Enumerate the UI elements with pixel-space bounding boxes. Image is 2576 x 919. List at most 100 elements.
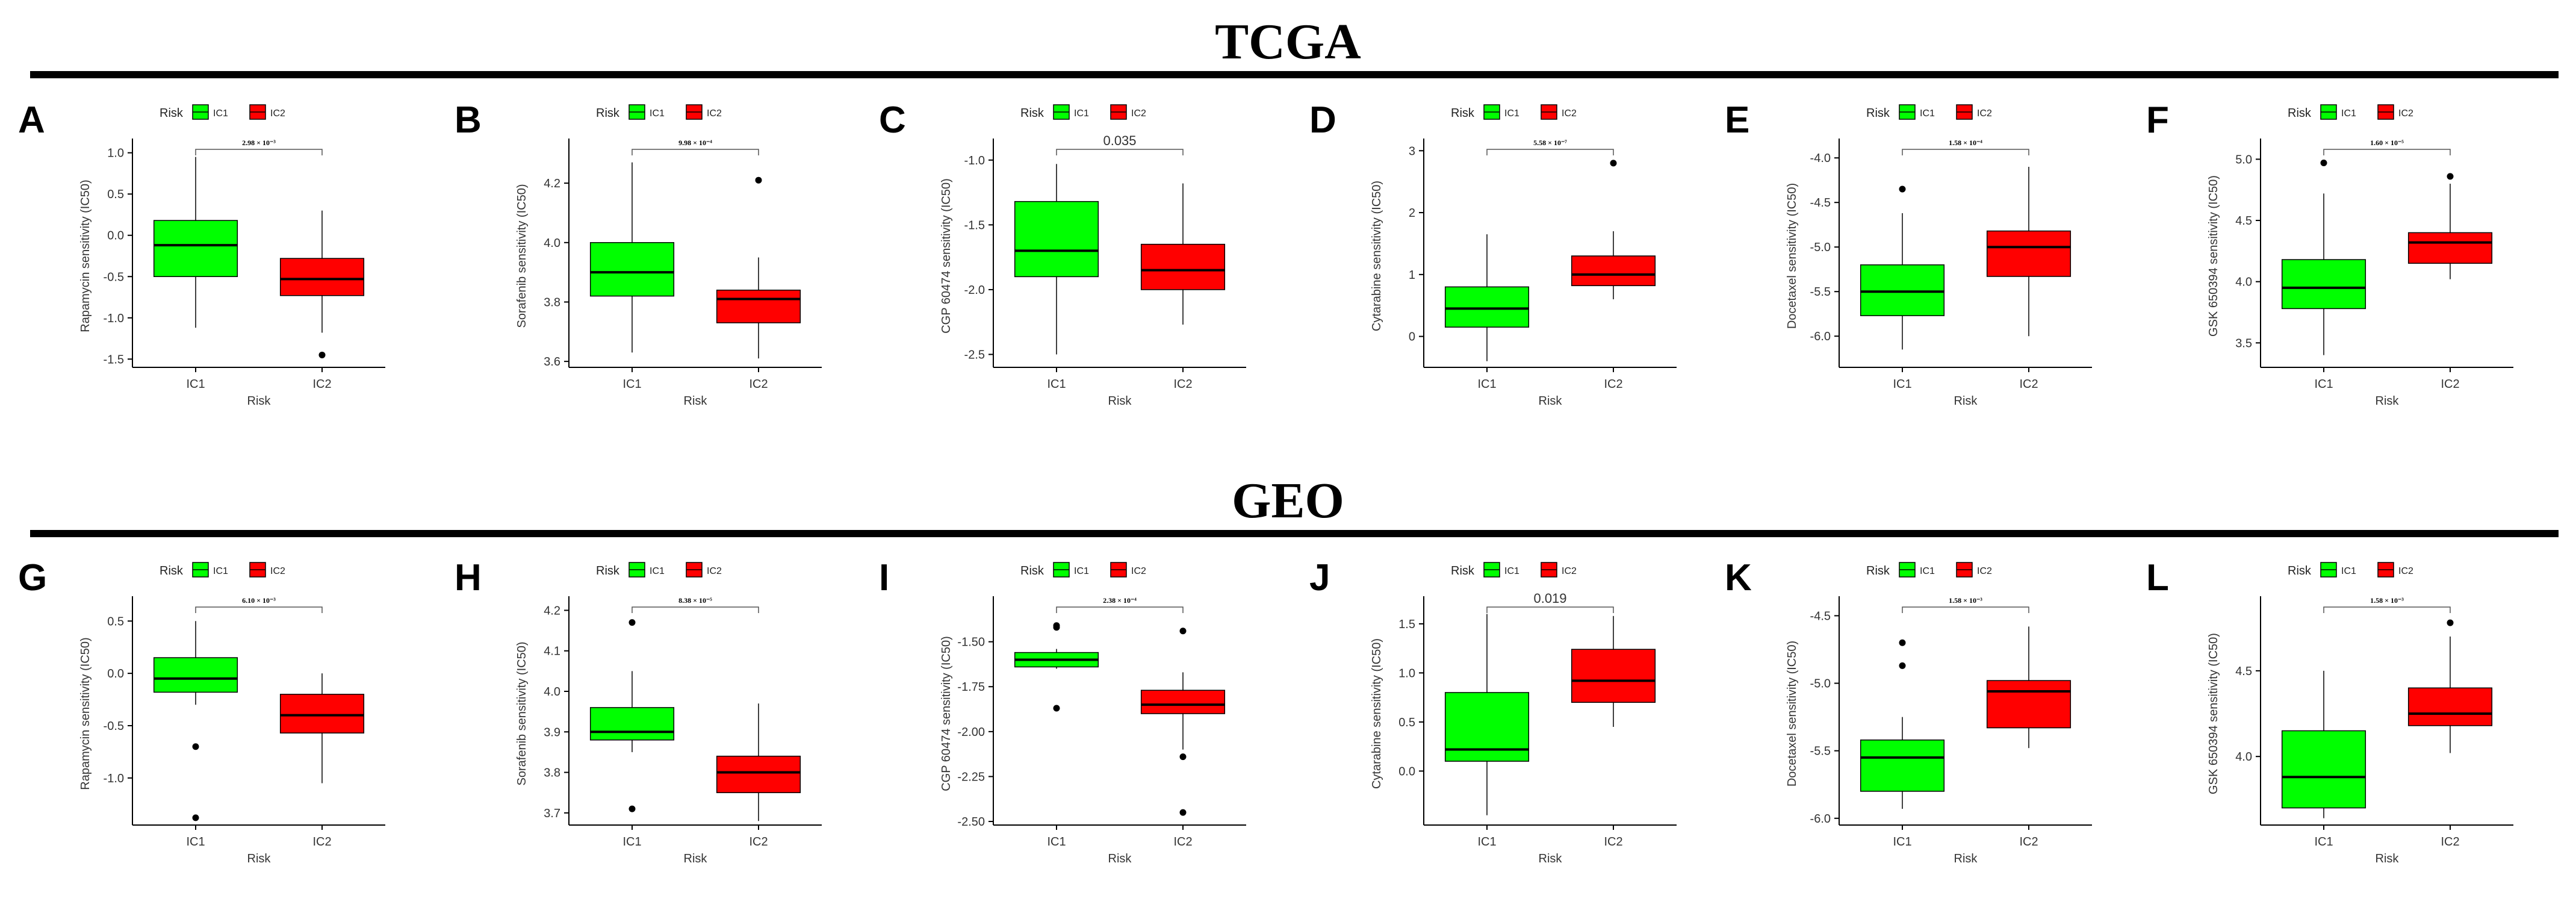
y-tick-label: 3.8 (544, 296, 560, 309)
p-value-label: 0.019 (1533, 591, 1566, 606)
significance-bracket: 1.60 × 10⁻⁵ (2323, 139, 2451, 155)
p-value-label: 8.38 × 10⁻⁵ (678, 596, 712, 605)
y-tick-label: 2 (1409, 207, 1415, 220)
y-tick-label: 4.5 (2235, 665, 2252, 678)
x-tick-label-ic2: IC2 (1173, 835, 1192, 849)
y-axis-title: CGP 60474 sensitivity (IC50) (940, 178, 953, 334)
chart-panel-i: I Risk IC1 IC2 -2.50 -2.25 -2.00 -1.75 -1.50 IC1 I… (879, 557, 1246, 865)
geo-divider (30, 530, 2559, 537)
box-ic2 (2407, 619, 2493, 753)
x-tick-label-ic2: IC2 (2019, 835, 2038, 849)
box-ic1 (589, 162, 675, 353)
bracket-line (632, 149, 759, 155)
significance-bracket: 1.58 × 10⁻³ (2323, 596, 2451, 613)
legend-label-ic2: IC2 (270, 566, 285, 576)
outlier-point (192, 814, 199, 821)
y-axis-title: CGP 60474 sensitivity (IC50) (940, 636, 953, 791)
x-tick-label-ic2: IC2 (2441, 378, 2459, 391)
x-tick-label-ic2: IC2 (2441, 835, 2459, 849)
y-tick-label: 4.0 (2235, 276, 2252, 289)
legend-label-ic2: IC2 (2398, 566, 2413, 576)
y-tick-label: -2.0 (964, 284, 985, 297)
y-tick-label: 0.5 (107, 188, 124, 201)
significance-bracket: 0.019 (1486, 591, 1614, 613)
legend-label-ic2: IC2 (1562, 566, 1577, 576)
box-ic2 (1140, 628, 1226, 816)
significance-bracket: 8.38 × 10⁻⁵ (632, 596, 759, 613)
x-axis-title: Risk (1539, 394, 1563, 408)
significance-bracket: 9.98 × 10⁻⁴ (632, 139, 759, 155)
legend-label-ic2: IC2 (1131, 566, 1146, 576)
legend: Risk IC1 IC2 (2288, 562, 2413, 578)
box-ic2 (279, 210, 365, 358)
box-body (279, 694, 365, 734)
x-tick-label-ic2: IC2 (1604, 378, 1622, 391)
bracket-line (1902, 149, 2029, 155)
x-tick-label-ic2: IC2 (749, 835, 768, 849)
legend-title: Risk (1451, 564, 1475, 578)
legend: Risk IC1 IC2 (160, 562, 285, 578)
legend-label-ic1: IC1 (213, 108, 228, 119)
outlier-point (2320, 159, 2327, 166)
box-ic1 (2281, 159, 2367, 355)
y-tick-label: 4.5 (2235, 214, 2252, 228)
p-value-label: 6.10 × 10⁻³ (242, 596, 276, 605)
y-tick-label: 4.0 (544, 237, 560, 250)
significance-bracket: 2.98 × 10⁻³ (195, 139, 323, 155)
x-axis-title: Risk (684, 394, 708, 408)
outlier-point (1179, 809, 1187, 816)
box-body (2407, 687, 2493, 726)
tcga-section-title: TCGA (1215, 14, 1361, 70)
box-body (153, 220, 238, 278)
legend: Risk IC1 IC2 (596, 562, 722, 578)
box-ic1 (1860, 185, 1945, 350)
box-ic2 (1986, 626, 2072, 749)
y-axis-title: Sorafenib sensitivity (IC50) (515, 184, 529, 328)
panel-label: C (879, 99, 906, 141)
x-axis-title: Risk (1108, 394, 1132, 408)
y-axis-title: Cytarabine sensitivity (IC50) (1370, 638, 1383, 789)
panel-label: B (455, 99, 482, 141)
legend: Risk IC1 IC2 (1020, 562, 1146, 578)
p-value-label: 9.98 × 10⁻⁴ (678, 139, 712, 147)
y-tick-label: -2.5 (964, 348, 985, 361)
y-tick-label: -0.5 (104, 720, 124, 733)
box-ic1 (1014, 622, 1099, 712)
box-body (589, 707, 675, 741)
y-tick-label: -1.5 (104, 353, 124, 366)
box-body (2407, 232, 2493, 264)
box-body (1571, 649, 1656, 703)
box-body (2281, 259, 2367, 310)
x-axis-title: Risk (247, 394, 272, 408)
chart-panel-k: K Risk IC1 IC2 -6.0 -5.5 -5.0 -4.5 IC1 IC2 Risk Doc… (1725, 557, 2092, 865)
x-axis-title: Risk (1954, 394, 1978, 408)
x-tick-label-ic1: IC1 (1047, 378, 1066, 391)
y-axis-title: Sorafenib sensitivity (IC50) (515, 642, 529, 786)
outlier-point (1179, 628, 1187, 635)
chart-panel-f: F Risk IC1 IC2 3.5 4.0 4.5 5.0 IC1 IC2 Risk GSK 650… (2146, 99, 2513, 408)
y-tick-label: -5.5 (1810, 285, 1831, 299)
x-tick-label-ic1: IC1 (1477, 378, 1496, 391)
box-ic2 (716, 176, 801, 359)
chart-panel-d: D Risk IC1 IC2 0 1 2 3 IC1 IC2 Risk Cytarabine sens… (1309, 99, 1677, 408)
y-tick-label: 1.5 (1398, 618, 1415, 631)
y-axis-title: Docetaxel sensitivity (IC50) (1786, 183, 1799, 329)
y-tick-label: 0.5 (1398, 716, 1415, 729)
box-ic2 (1571, 615, 1656, 727)
outlier-point (192, 743, 199, 750)
legend: Risk IC1 IC2 (1866, 562, 1992, 578)
y-tick-label: 4.0 (2235, 750, 2252, 764)
legend-title: Risk (1866, 107, 1890, 120)
box-ic1 (1860, 639, 1945, 809)
outlier-point (2447, 173, 2454, 180)
box-body (716, 755, 801, 793)
legend-label-ic2: IC2 (1977, 566, 1992, 576)
legend: Risk IC1 IC2 (1451, 562, 1577, 578)
box-ic2 (716, 703, 801, 821)
outlier-point (2447, 619, 2454, 626)
y-tick-label: -1.5 (964, 219, 985, 232)
p-value-label: 1.58 × 10⁻⁴ (1949, 139, 1982, 147)
chart-panel-j: J Risk IC1 IC2 0.0 0.5 1.0 1.5 IC1 IC2 Risk Cytarab… (1309, 557, 1677, 865)
box-ic2 (1140, 183, 1226, 325)
y-tick-label: 4.0 (544, 685, 560, 699)
